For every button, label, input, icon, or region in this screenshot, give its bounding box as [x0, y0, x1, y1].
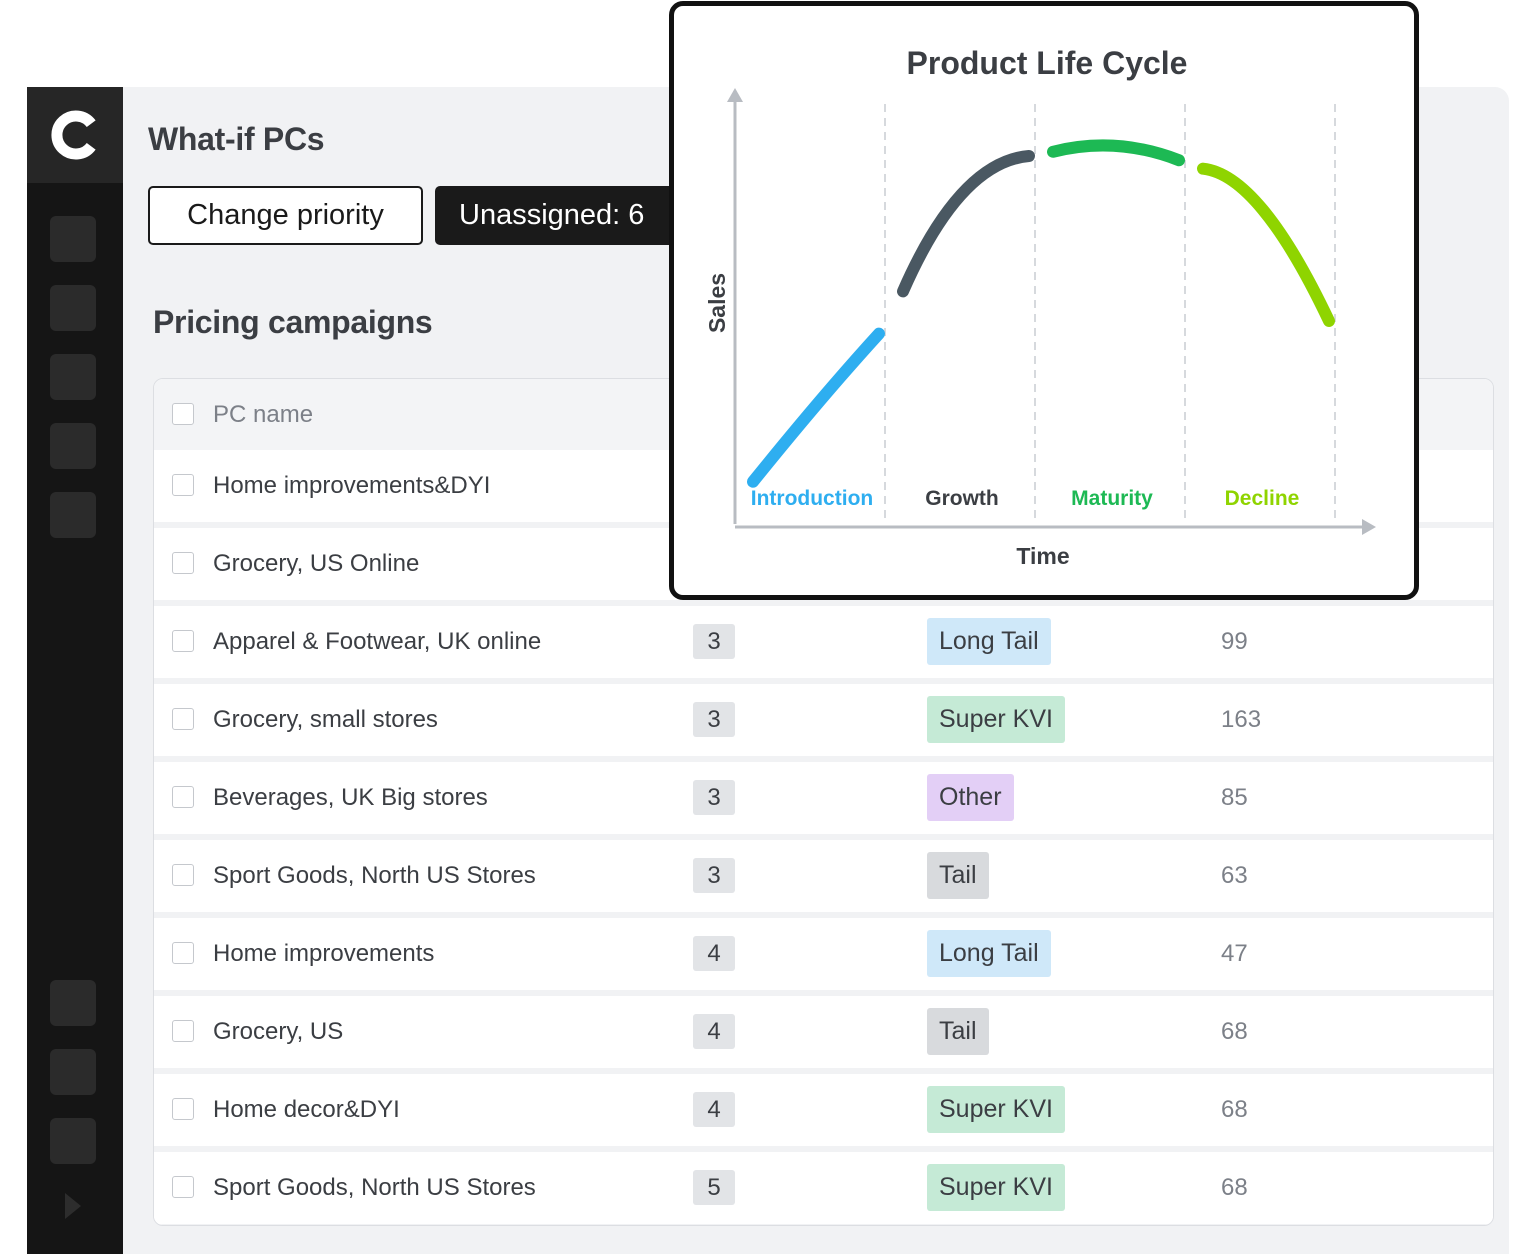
sidebar-nav-item[interactable]: [50, 285, 96, 331]
row-checkbox[interactable]: [172, 786, 194, 808]
priority-badge: 3: [693, 702, 735, 737]
row-checkbox[interactable]: [172, 552, 194, 574]
sidebar-nav-item[interactable]: [50, 492, 96, 538]
pc-name-cell: Sport Goods, North US Stores: [213, 1174, 536, 1201]
product-count-cell: 63: [1221, 862, 1248, 889]
category-tag: Other: [927, 774, 1014, 821]
category-tag: Long Tail: [927, 618, 1051, 665]
pc-name-cell: Home improvements&DYI: [213, 472, 491, 499]
sidebar-nav-item[interactable]: [50, 423, 96, 469]
pc-name-cell: Apparel & Footwear, UK online: [213, 628, 542, 655]
pc-name-cell: Grocery, US Online: [213, 550, 420, 577]
category-tag: Long Tail: [927, 930, 1051, 977]
row-checkbox[interactable]: [172, 630, 194, 652]
table-row[interactable]: Grocery, small stores 3 Super KVI 163: [154, 684, 1493, 762]
pc-name-cell: Beverages, UK Big stores: [213, 784, 488, 811]
pc-name-cell: Home improvements: [213, 940, 435, 967]
table-row[interactable]: Home improvements 4 Long Tail 47: [154, 918, 1493, 996]
product-count-cell: 163: [1221, 706, 1262, 733]
stage-curve-decline: [1197, 162, 1335, 327]
x-axis-arrow: [1362, 519, 1376, 535]
priority-badge: 3: [693, 780, 735, 815]
table-row[interactable]: Beverages, UK Big stores 3 Other 85: [154, 762, 1493, 840]
row-checkbox[interactable]: [172, 1176, 194, 1198]
row-checkbox[interactable]: [172, 942, 194, 964]
product-count-cell: 47: [1221, 940, 1248, 967]
stage-label-introduction: Introduction: [751, 487, 873, 510]
sidebar-nav-item[interactable]: [50, 354, 96, 400]
priority-badge: 5: [693, 1170, 735, 1205]
sidebar-nav-item[interactable]: [50, 980, 96, 1026]
stage-label-decline: Decline: [1225, 487, 1300, 510]
product-count-cell: 99: [1221, 628, 1248, 655]
stage-curve-introduction: [747, 327, 885, 488]
row-checkbox[interactable]: [172, 708, 194, 730]
category-tag: Tail: [927, 1008, 989, 1055]
stage-label-growth: Growth: [925, 487, 999, 510]
row-checkbox[interactable]: [172, 474, 194, 496]
priority-badge: 4: [693, 1014, 735, 1049]
row-checkbox[interactable]: [172, 864, 194, 886]
product-life-cycle-chart: Product Life Cycle Sales Time Introducti…: [704, 45, 1376, 569]
sidebar-nav-item[interactable]: [50, 1049, 96, 1095]
product-count-cell: 68: [1221, 1174, 1248, 1201]
priority-badge: 3: [693, 624, 735, 659]
chart-title: Product Life Cycle: [907, 45, 1188, 81]
priority-badge: 3: [693, 858, 735, 893]
pc-name-cell: Sport Goods, North US Stores: [213, 862, 536, 889]
x-axis-label: Time: [1016, 543, 1069, 569]
category-tag: Super KVI: [927, 1164, 1065, 1211]
sidebar-nav-item[interactable]: [50, 1118, 96, 1164]
y-axis-arrow: [727, 88, 743, 102]
category-tag: Super KVI: [927, 696, 1065, 743]
priority-badge: 4: [693, 936, 735, 971]
pc-name-cell: Home decor&DYI: [213, 1096, 400, 1123]
page-title: What-if PCs: [148, 121, 325, 157]
y-axis-label: Sales: [704, 273, 730, 333]
expand-icon[interactable]: [63, 1191, 83, 1221]
table-row[interactable]: Home decor&DYI 4 Super KVI 68: [154, 1074, 1493, 1152]
sidebar-nav-item[interactable]: [50, 216, 96, 262]
stage-label-maturity: Maturity: [1071, 487, 1153, 510]
product-count-cell: 68: [1221, 1096, 1248, 1123]
pc-name-cell: Grocery, small stores: [213, 706, 438, 733]
priority-badge: 4: [693, 1092, 735, 1127]
pc-name-cell: Grocery, US: [213, 1018, 344, 1045]
table-row[interactable]: Grocery, US 4 Tail 68: [154, 996, 1493, 1074]
category-tag: Tail: [927, 852, 989, 899]
logo-icon[interactable]: [27, 87, 123, 183]
column-header-pc-name: PC name: [213, 401, 314, 428]
stage-curve-growth: [897, 149, 1035, 298]
change-priority-button[interactable]: Change priority: [148, 186, 423, 245]
row-checkbox[interactable]: [172, 1098, 194, 1120]
section-title: Pricing campaigns: [153, 304, 433, 340]
row-checkbox[interactable]: [172, 1020, 194, 1042]
category-tag: Super KVI: [927, 1086, 1065, 1133]
product-count-cell: 85: [1221, 784, 1248, 811]
product-count-cell: 68: [1221, 1018, 1248, 1045]
stage-curve-maturity: [1047, 139, 1185, 167]
product-life-cycle-popup: Product Life Cycle Sales Time Introducti…: [669, 1, 1419, 600]
table-row[interactable]: Apparel & Footwear, UK online 3 Long Tail 9…: [154, 606, 1493, 684]
table-row[interactable]: Sport Goods, North US Stores 3 Tail 63: [154, 840, 1493, 918]
table-row[interactable]: Sport Goods, North US Stores 5 Super KVI 68: [154, 1152, 1493, 1225]
sidebar: [27, 87, 123, 1254]
select-all-checkbox[interactable]: [172, 403, 194, 425]
